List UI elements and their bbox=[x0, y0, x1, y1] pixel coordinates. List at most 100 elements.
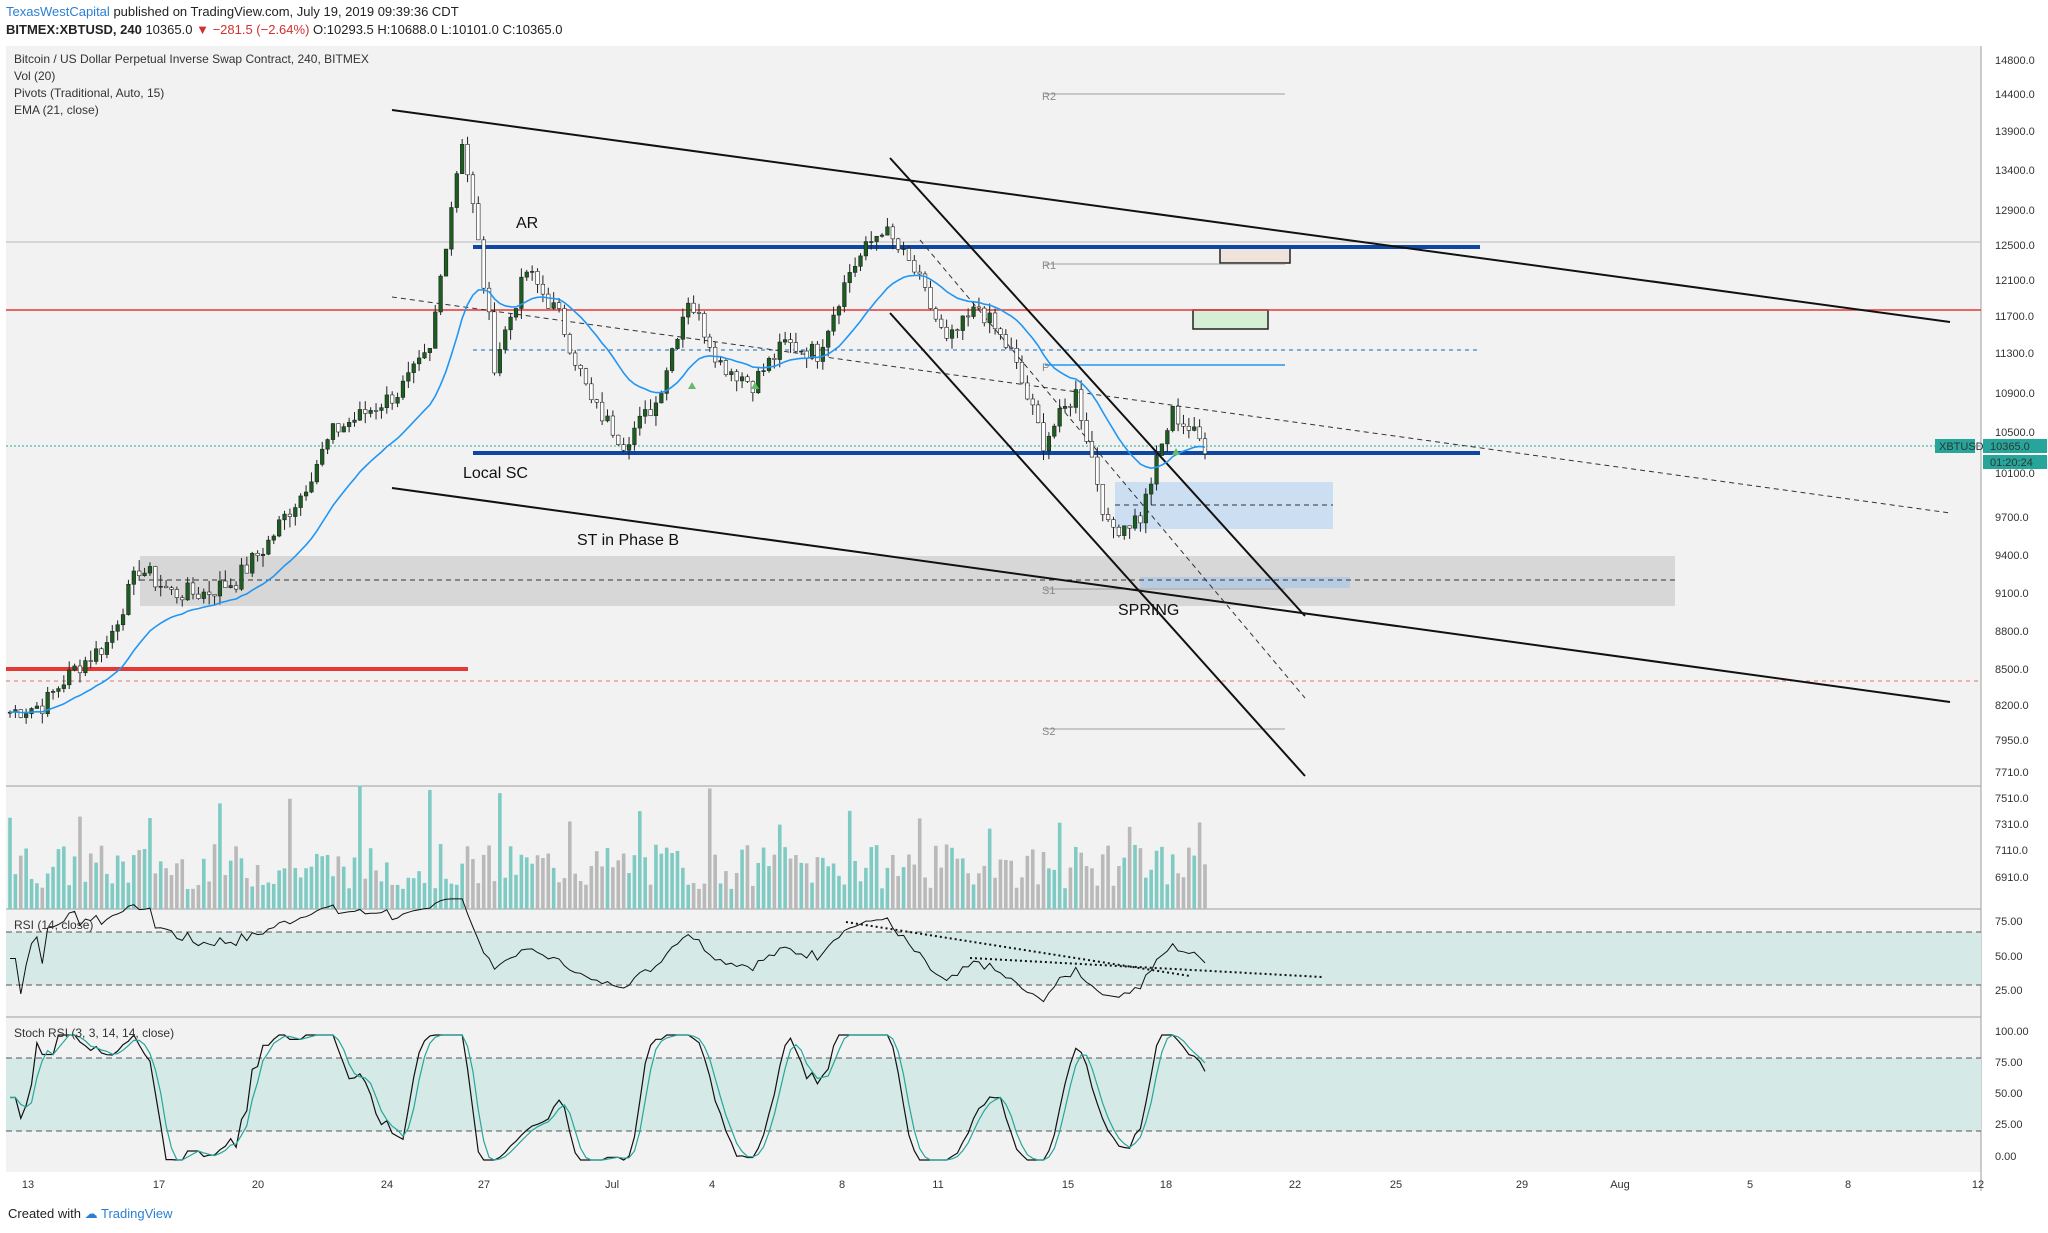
candle-body bbox=[976, 306, 982, 309]
volume-bar bbox=[1154, 850, 1159, 909]
volume-bar bbox=[573, 873, 578, 909]
volume-bar bbox=[487, 845, 491, 909]
pivots-legend[interactable]: Pivots (Traditional, Auto, 15) bbox=[14, 86, 165, 100]
volume-bar bbox=[449, 883, 454, 909]
volume-bar bbox=[1057, 822, 1062, 909]
ema-legend[interactable]: EMA (21, close) bbox=[14, 103, 99, 117]
candle-body bbox=[336, 423, 341, 433]
candle-body bbox=[1132, 515, 1138, 529]
volume-bar bbox=[853, 860, 857, 909]
candle-body bbox=[853, 266, 858, 273]
price-tick-label: 13400.0 bbox=[1995, 165, 2035, 177]
volume-bar bbox=[589, 866, 594, 909]
candle-body bbox=[56, 688, 61, 692]
steep-channel-bottom[interactable] bbox=[889, 312, 1306, 777]
candle-body bbox=[223, 580, 228, 588]
candle-body bbox=[992, 312, 998, 330]
time-tick-label: 15 bbox=[1062, 1179, 1074, 1191]
volume-bar bbox=[686, 884, 691, 909]
price-tick-label: 9400.0 bbox=[1995, 550, 2029, 562]
candle-body bbox=[648, 409, 653, 417]
candle-body bbox=[799, 350, 804, 353]
candle-body bbox=[217, 580, 223, 597]
volume-bar bbox=[890, 854, 895, 909]
time-tick-label: 22 bbox=[1289, 1179, 1301, 1191]
candle-body bbox=[104, 642, 109, 655]
rsi-trendline-2 bbox=[969, 957, 1323, 978]
rsi-tick-label: 75.00 bbox=[1995, 916, 2023, 928]
volume-bar bbox=[1149, 869, 1153, 909]
steep-channel-top[interactable] bbox=[889, 157, 1306, 617]
candle-body bbox=[88, 660, 93, 662]
candle-body bbox=[244, 564, 249, 574]
time-axis[interactable] bbox=[6, 1172, 1981, 1194]
vol-legend[interactable]: Vol (20) bbox=[14, 69, 56, 83]
volume-bar bbox=[363, 878, 368, 909]
volume-bar bbox=[1143, 877, 1148, 909]
candle-body bbox=[766, 357, 772, 371]
price-axis[interactable] bbox=[1981, 46, 2048, 1191]
price-tick-label: 11700.0 bbox=[1995, 311, 2034, 323]
candle-body bbox=[142, 572, 147, 577]
volume-bar bbox=[390, 884, 394, 909]
candle-body bbox=[831, 314, 836, 332]
volume-bar bbox=[1138, 848, 1143, 909]
candle-body bbox=[524, 271, 529, 278]
candle-body bbox=[556, 302, 562, 309]
candle-body bbox=[433, 311, 438, 349]
candle-body bbox=[912, 260, 917, 273]
volume-bar bbox=[675, 850, 680, 909]
volume-bar bbox=[1090, 868, 1094, 909]
volume-bar bbox=[987, 828, 992, 909]
time-tick-label: 13 bbox=[22, 1179, 34, 1191]
channel-top-line[interactable] bbox=[391, 109, 1951, 323]
volume-bar bbox=[266, 882, 271, 909]
volume-bar bbox=[126, 882, 131, 909]
stoch-tick-label: 0.00 bbox=[1995, 1151, 2016, 1163]
time-tick-label: 8 bbox=[839, 1179, 845, 1191]
candle-body bbox=[540, 283, 546, 295]
candle-body bbox=[1041, 422, 1046, 452]
candle-body bbox=[363, 409, 368, 414]
candle-body bbox=[772, 357, 777, 360]
r1-label: R1 bbox=[1042, 260, 1056, 272]
rsi-legend[interactable]: RSI (14, close) bbox=[14, 918, 94, 932]
price-tick-label: 14800.0 bbox=[1995, 55, 2035, 67]
candle-body bbox=[680, 316, 685, 340]
volume-bar bbox=[110, 883, 115, 909]
candle-body bbox=[1127, 525, 1132, 529]
price-tick-label: 9700.0 bbox=[1995, 512, 2029, 524]
candle-body bbox=[1030, 398, 1035, 406]
channel-bottom-line[interactable] bbox=[391, 487, 1951, 703]
price-pane[interactable] bbox=[6, 46, 1981, 786]
time-tick-label: Aug bbox=[1610, 1179, 1630, 1191]
rsi-line bbox=[10, 898, 1206, 1003]
tradingview-link[interactable]: TradingView bbox=[101, 1206, 173, 1221]
volume-bar bbox=[212, 844, 217, 909]
volume-bar bbox=[223, 875, 228, 909]
candle-body bbox=[180, 597, 185, 601]
candle-body bbox=[691, 302, 696, 313]
candle-body bbox=[287, 513, 293, 517]
volume-bar bbox=[637, 811, 642, 909]
volume-bar bbox=[729, 888, 734, 909]
candle-body bbox=[239, 564, 244, 590]
price-change: −281.5 (−2.64%) bbox=[212, 22, 310, 37]
candle-body bbox=[164, 585, 169, 589]
candle-body bbox=[696, 312, 702, 314]
volume-bar bbox=[228, 860, 233, 909]
volume-bar bbox=[218, 803, 222, 909]
s2-label: S2 bbox=[1042, 726, 1055, 738]
ema-line bbox=[9, 274, 1206, 714]
author-link[interactable]: TexasWestCapital bbox=[6, 4, 110, 19]
volume-bar bbox=[180, 859, 185, 909]
volume-bar bbox=[24, 848, 28, 909]
candle-body bbox=[486, 287, 492, 313]
rsi-trendline-1 bbox=[845, 921, 1191, 977]
candle-body bbox=[858, 255, 863, 267]
time-tick-label: 29 bbox=[1516, 1179, 1528, 1191]
stoch-legend[interactable]: Stoch RSI (3, 3, 14, 14, close) bbox=[14, 1026, 175, 1040]
volume-bar bbox=[255, 865, 260, 909]
volume-bar bbox=[664, 847, 669, 909]
